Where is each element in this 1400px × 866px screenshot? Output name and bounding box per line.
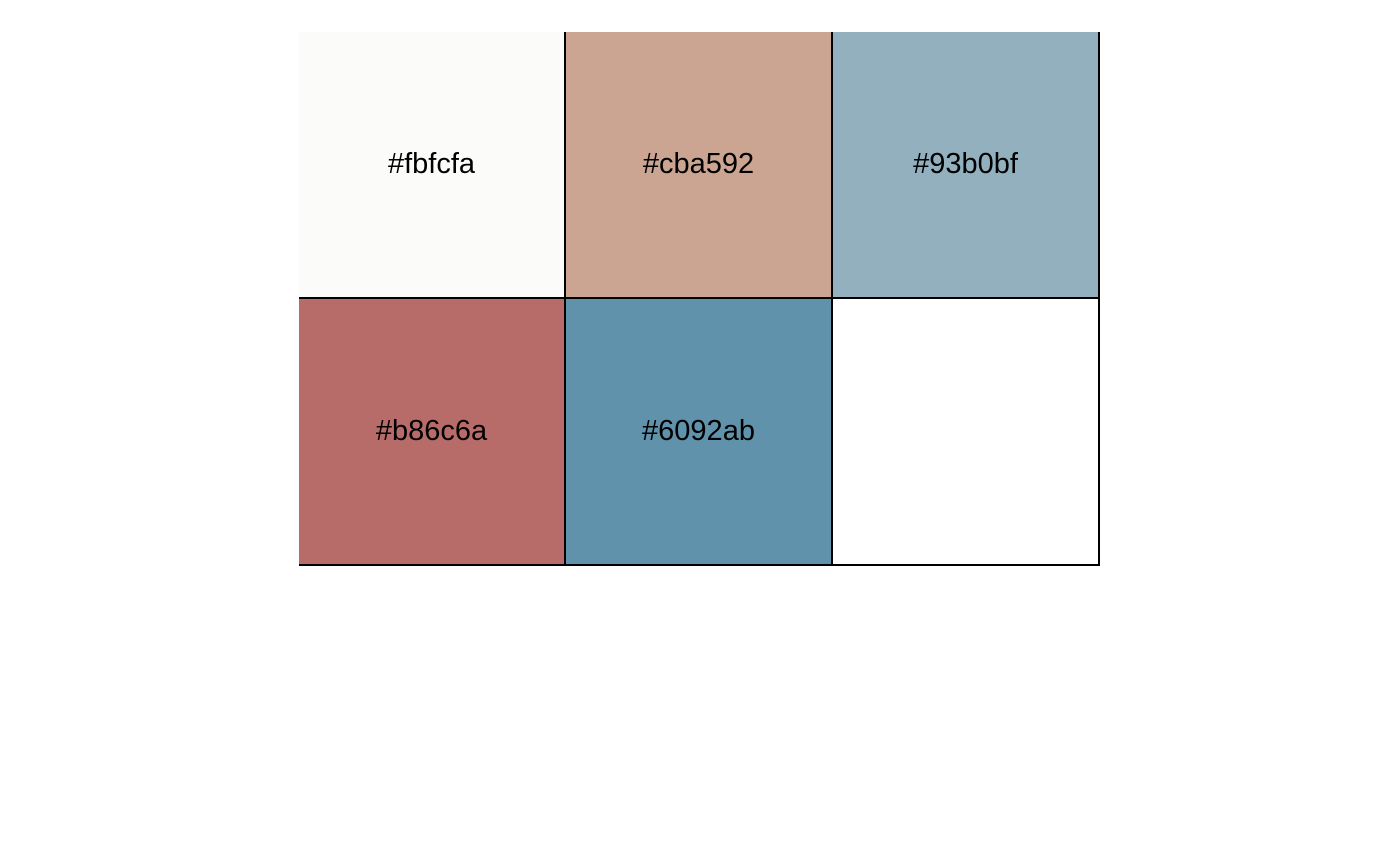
swatch-1: #fbfcfa xyxy=(299,32,566,299)
color-palette-grid: #fbfcfa #cba592 #93b0bf #b86c6a #6092ab xyxy=(299,32,1100,566)
swatch-3: #93b0bf xyxy=(833,32,1100,299)
swatch-label: #6092ab xyxy=(642,415,755,447)
swatch-label: #cba592 xyxy=(642,148,755,180)
swatch-label: #b86c6a xyxy=(375,415,488,447)
swatch-4: #b86c6a xyxy=(299,299,566,566)
swatch-label: #fbfcfa xyxy=(387,148,476,180)
swatch-empty xyxy=(833,299,1100,566)
swatch-2: #cba592 xyxy=(566,32,833,299)
swatch-5: #6092ab xyxy=(566,299,833,566)
swatch-label: #93b0bf xyxy=(913,148,1018,180)
